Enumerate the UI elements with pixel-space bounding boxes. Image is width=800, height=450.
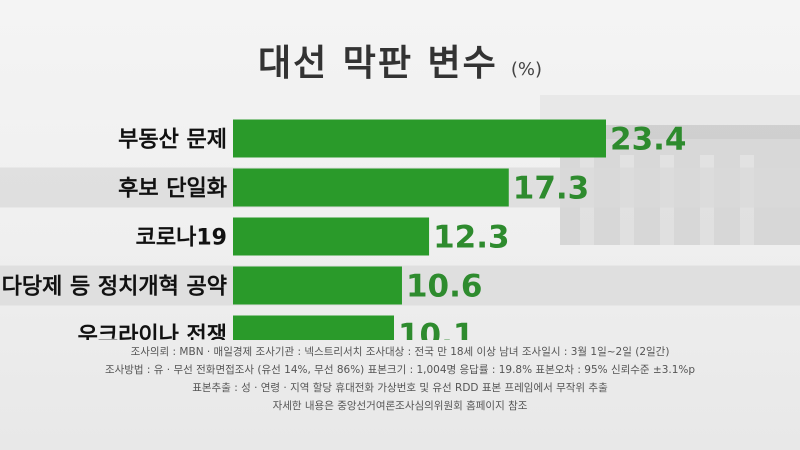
category-label: 부동산 문제 — [118, 128, 227, 153]
category-label: 후보 단일화 — [118, 177, 227, 202]
bar-chart: 부동산 문제 23.4 후보 단일화 17.3 코로나19 12.3 다당제 등 정치개혁 … — [0, 119, 800, 341]
category-label: 다당제 등 정치개혁 공약 — [2, 274, 227, 300]
category-label: 우크라이나 전쟁 — [78, 324, 227, 341]
chart-title-block: 대선 막판 변수 (%) — [0, 34, 800, 86]
footnote-line-2: 조사방법 : 유 · 무선 전화면접조사 (유선 14%, 무선 86%) 표본… — [104, 364, 696, 376]
value-label: 10.1 — [398, 318, 475, 341]
chart-unit: (%) — [510, 59, 543, 80]
chart-title: 대선 막판 변수 — [257, 42, 498, 84]
survey-footnote: 조사의뢰 : MBN · 매일경제 조사기관 : 넥스트리서치 조사대상 : 전… — [0, 343, 800, 415]
value-label: 10.6 — [406, 269, 483, 305]
value-label: 12.3 — [433, 220, 510, 256]
bar — [233, 217, 430, 256]
value-label: 17.3 — [513, 171, 590, 207]
bar — [233, 119, 606, 158]
value-label: 23.4 — [610, 122, 687, 158]
bar — [233, 168, 509, 207]
footnote-line-1: 조사의뢰 : MBN · 매일경제 조사기관 : 넥스트리서치 조사대상 : 전… — [130, 346, 670, 358]
bar — [233, 315, 394, 340]
footnote-line-3: 표본추출 : 성 · 연령 · 지역 할당 휴대전화 가상번호 및 유선 RDD… — [192, 382, 608, 394]
footnote-line-4: 자세한 내용은 중앙선거여론조사심의위원회 홈페이지 참조 — [272, 400, 528, 412]
category-label: 코로나19 — [136, 226, 227, 251]
bar — [233, 266, 402, 305]
